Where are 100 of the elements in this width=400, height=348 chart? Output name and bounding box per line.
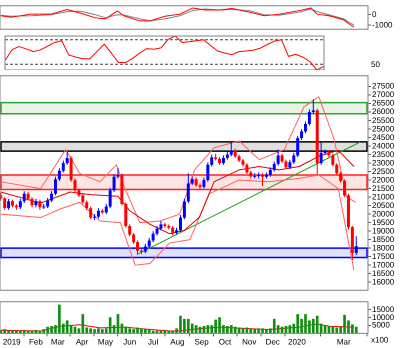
bar (34, 330, 38, 334)
bar (108, 317, 112, 334)
candlestick (261, 172, 264, 187)
y-tick-label: 23500 (372, 150, 395, 159)
candlestick (178, 214, 182, 233)
y-tick-label: 25500 (372, 116, 395, 125)
bar (30, 330, 34, 334)
candlestick (339, 171, 342, 184)
candlestick (284, 159, 288, 170)
y-tick-label: 18000 (372, 243, 395, 252)
candlestick (186, 172, 190, 204)
candlestick (70, 156, 73, 182)
candlestick (280, 153, 284, 164)
bar (328, 326, 330, 334)
candlestick (308, 108, 311, 126)
y-tick-label: 15000 (372, 304, 395, 314)
x-tick-label: Nov (242, 337, 256, 346)
candlestick (182, 198, 186, 220)
x-tick-label: Sep (194, 337, 210, 346)
bar (66, 320, 69, 334)
x-tick-label: 2020 (288, 337, 306, 346)
bar (58, 304, 61, 334)
bar (116, 314, 120, 334)
bar (296, 314, 300, 334)
x-tick-label: 2019 (2, 337, 22, 346)
candlestick (3, 196, 6, 210)
y-tick-label: 21500 (372, 184, 395, 193)
x-tick-label: Feb (29, 337, 44, 346)
candlestick (230, 142, 233, 157)
candlestick (288, 159, 292, 170)
y-tick-label: 5000 (372, 320, 390, 330)
bar (11, 330, 14, 334)
y-tick-label: 22500 (372, 166, 395, 176)
candlestick (156, 226, 159, 236)
bar (50, 326, 53, 334)
text: x100 (371, 336, 389, 345)
bar (324, 325, 326, 334)
y-tick-label: 19000 (372, 226, 395, 236)
candlestick (272, 160, 276, 172)
bar (179, 316, 182, 334)
bar (81, 314, 84, 334)
x-tick-label: Mar (50, 337, 66, 346)
y-tick-label: 20500 (372, 200, 395, 210)
bar (74, 326, 76, 334)
candlestick (152, 230, 155, 243)
candlestick (234, 148, 237, 158)
bar (312, 318, 315, 334)
candlestick (304, 120, 307, 134)
candlestick (116, 168, 120, 179)
y-tick-label: 27500 (372, 82, 395, 91)
bar (280, 326, 284, 334)
candlestick (171, 226, 174, 236)
candlestick (50, 190, 54, 203)
x-tick-label: May (98, 337, 114, 346)
candlestick (343, 178, 346, 198)
bar (160, 330, 162, 334)
bar (288, 325, 292, 334)
candlestick (96, 208, 100, 219)
candlestick (132, 232, 136, 244)
x-tick-label: Jun (123, 337, 136, 346)
candlestick (202, 177, 206, 190)
candlestick (58, 168, 61, 182)
bar (242, 328, 244, 334)
y-tick-label: -1000 (372, 20, 394, 30)
y-tick-label: 16500 (372, 268, 395, 278)
x-tick-label: Aug (170, 337, 184, 346)
candlestick (222, 154, 225, 166)
x-tick-label: Jul (148, 337, 158, 346)
y-tick-label: 20000 (372, 209, 395, 218)
x-tick-label: Apr (76, 337, 89, 346)
candlestick (38, 199, 42, 210)
y-tick-label: 18500 (372, 234, 395, 244)
candlestick (54, 176, 57, 196)
candlestick (112, 174, 116, 193)
bar (272, 318, 276, 334)
text: 50 (371, 60, 380, 70)
y-tick-label: 24500 (372, 132, 395, 142)
y-tick-label: 17000 (372, 260, 395, 270)
bar (183, 318, 186, 334)
bar (202, 326, 206, 334)
y-tick-label: 25000 (372, 124, 395, 134)
y-tick-label: 16000 (372, 277, 395, 286)
bar (214, 320, 217, 334)
candlestick (320, 142, 323, 166)
y-tick-label: 0 (372, 10, 377, 19)
bar (186, 318, 190, 334)
y-tick-label: 27000 (372, 90, 395, 100)
candlestick (159, 220, 162, 231)
candlestick (136, 240, 140, 256)
y-tick-label: 26000 (372, 107, 395, 116)
bar (136, 328, 139, 334)
y-tick-label: 10000 (372, 312, 395, 322)
candlestick (276, 148, 280, 166)
y-tick-label: 19500 (372, 218, 395, 227)
candlestick (312, 98, 315, 114)
candlestick (89, 206, 92, 220)
candlestick (30, 196, 34, 208)
x-tick-label: Mar (336, 337, 351, 346)
candlestick (245, 162, 248, 175)
y-tick-label: 23000 (372, 158, 395, 168)
